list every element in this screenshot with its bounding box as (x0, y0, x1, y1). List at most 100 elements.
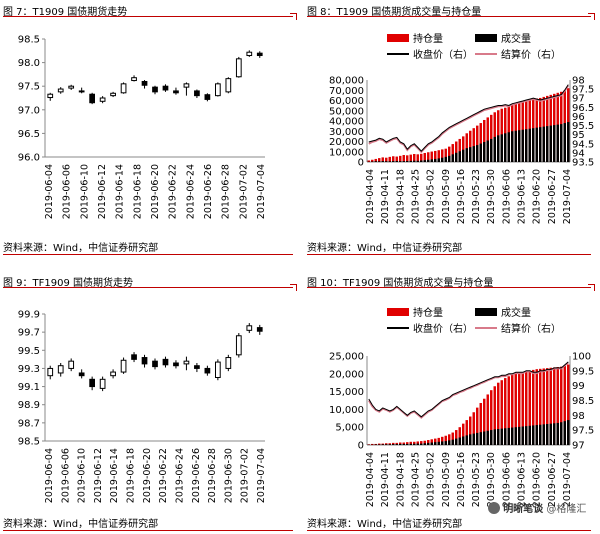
holding-bar (549, 367, 552, 445)
legend-label-close: 收盘价（右） (413, 48, 473, 61)
holding-bar (420, 153, 423, 162)
x-tick-label: 2019-06-12 (97, 164, 108, 219)
y-tick-label: 99.9 (18, 310, 40, 321)
volume-bar (514, 427, 517, 445)
holding-bar (500, 380, 503, 445)
volume-bar (535, 127, 538, 162)
settle-price-line (368, 361, 569, 419)
x-tick-label: 2019-04-11 (380, 452, 391, 507)
holding-bar (504, 378, 507, 445)
holding-bar (497, 382, 500, 445)
settle-price-line (368, 85, 570, 154)
candle-body (194, 365, 200, 369)
legend-label-volume: 成交量 (501, 32, 531, 45)
volume-bar (420, 443, 423, 445)
x-tick-label: 2019-06-04 (44, 164, 55, 219)
holding-bar (451, 432, 454, 445)
holding-bar (458, 138, 461, 162)
y-right-tick-label: 93.5 (572, 158, 594, 169)
holding-bar (441, 149, 444, 162)
x-tick-label: 2019-05-23 (471, 452, 482, 507)
volume-bar (535, 425, 538, 445)
volume-bar (378, 444, 381, 445)
volume-bar (553, 423, 556, 445)
candle-body (78, 90, 85, 93)
x-tick-label: 2019-06-13 (517, 169, 528, 224)
x-tick-label: 2019-06-13 (517, 452, 528, 507)
holding-bar (486, 117, 489, 162)
y-left-tick-label: 0 (358, 441, 364, 452)
candle-body (152, 360, 158, 368)
legend-label-volume: 成交量 (501, 306, 531, 319)
x-tick-label: 2019-06-28 (221, 164, 232, 219)
candle-body (246, 51, 253, 57)
x-tick-label: 2019-05-09 (441, 452, 452, 507)
close-price-line (368, 84, 569, 152)
holding-bar (444, 148, 447, 162)
y-right-tick-label: 96.5 (572, 103, 594, 114)
volume-bar (420, 160, 423, 162)
y-right-tick-label: 95.5 (572, 121, 594, 132)
holding-bar (381, 157, 384, 162)
holding-bar (367, 160, 370, 162)
volume-bar (462, 436, 465, 445)
holding-bar (392, 156, 395, 162)
holding-bar (374, 158, 377, 162)
watermark-sub: @格隆汇 (546, 504, 587, 515)
holding-bar (430, 151, 433, 162)
x-tick-label: 2019-07-02 (240, 448, 251, 503)
volume-bar (423, 443, 426, 445)
watermark-icon (488, 501, 500, 514)
y-right-tick-label: 97.5 (572, 85, 594, 96)
x-tick-label: 2019-06-10 (77, 448, 88, 503)
volume-bar (556, 422, 559, 445)
candle-body (131, 77, 137, 82)
volume-bar (483, 431, 486, 445)
volume-bar (399, 443, 402, 445)
volume-bar (532, 128, 535, 162)
volume-bar (374, 444, 377, 445)
y-left-tick-label: 80,000 (329, 76, 364, 87)
x-tick-label: 2019-07-04 (562, 169, 573, 224)
y-left-tick-label: 5,000 (335, 423, 364, 434)
x-tick-label: 2019-05-30 (486, 452, 497, 507)
chart-title: 图 7：T1909 国债期货走势 (3, 7, 128, 18)
candle-body (152, 86, 158, 93)
holding-bar (434, 438, 437, 445)
volume-bar (409, 160, 412, 162)
x-tick-label: 2019-04-25 (410, 169, 421, 224)
volume-bar (511, 427, 514, 445)
volume-bar (479, 143, 482, 162)
volume-bar (486, 430, 489, 445)
y-tick-label: 99.7 (18, 328, 40, 339)
candle-body (235, 335, 242, 356)
holding-bar (371, 443, 374, 445)
x-tick-label: 2019-04-18 (395, 452, 406, 507)
holding-bar (367, 444, 370, 445)
holding-bar (409, 441, 412, 445)
candlestick-chart: 99.9 99.7 99.5 99.3 99.1 98.9 98.7 98.5 2019-06-… (18, 310, 267, 504)
candle-body (110, 92, 116, 97)
x-tick-label: 2019-06-22 (158, 448, 169, 503)
holding-bar (567, 364, 570, 445)
volume-bar (434, 158, 437, 162)
holding-bar (423, 152, 426, 162)
holding-bar (483, 398, 486, 445)
panel-t1909-volume: 图 8：T1909 国债期货成交量与持仓量 持仓量 成交量 收盘价（右） 结算价（右）… (307, 3, 597, 255)
volume-bar (462, 149, 465, 162)
volume-bar (388, 161, 391, 162)
volume-bar (539, 127, 542, 162)
volume-bar (392, 444, 395, 445)
holding-bar (483, 119, 486, 162)
holding-bar (413, 441, 416, 445)
legend-label-settle: 结算价（右） (501, 48, 561, 61)
holding-bar (535, 369, 538, 445)
y-right-tick-label: 97.5 (572, 426, 594, 437)
holding-bar (455, 430, 458, 445)
volume-bar (560, 124, 563, 162)
x-tick-label: 2019-05-02 (426, 169, 437, 224)
holding-bar (448, 434, 451, 445)
holding-bar (406, 442, 409, 445)
holding-bar (402, 442, 405, 445)
